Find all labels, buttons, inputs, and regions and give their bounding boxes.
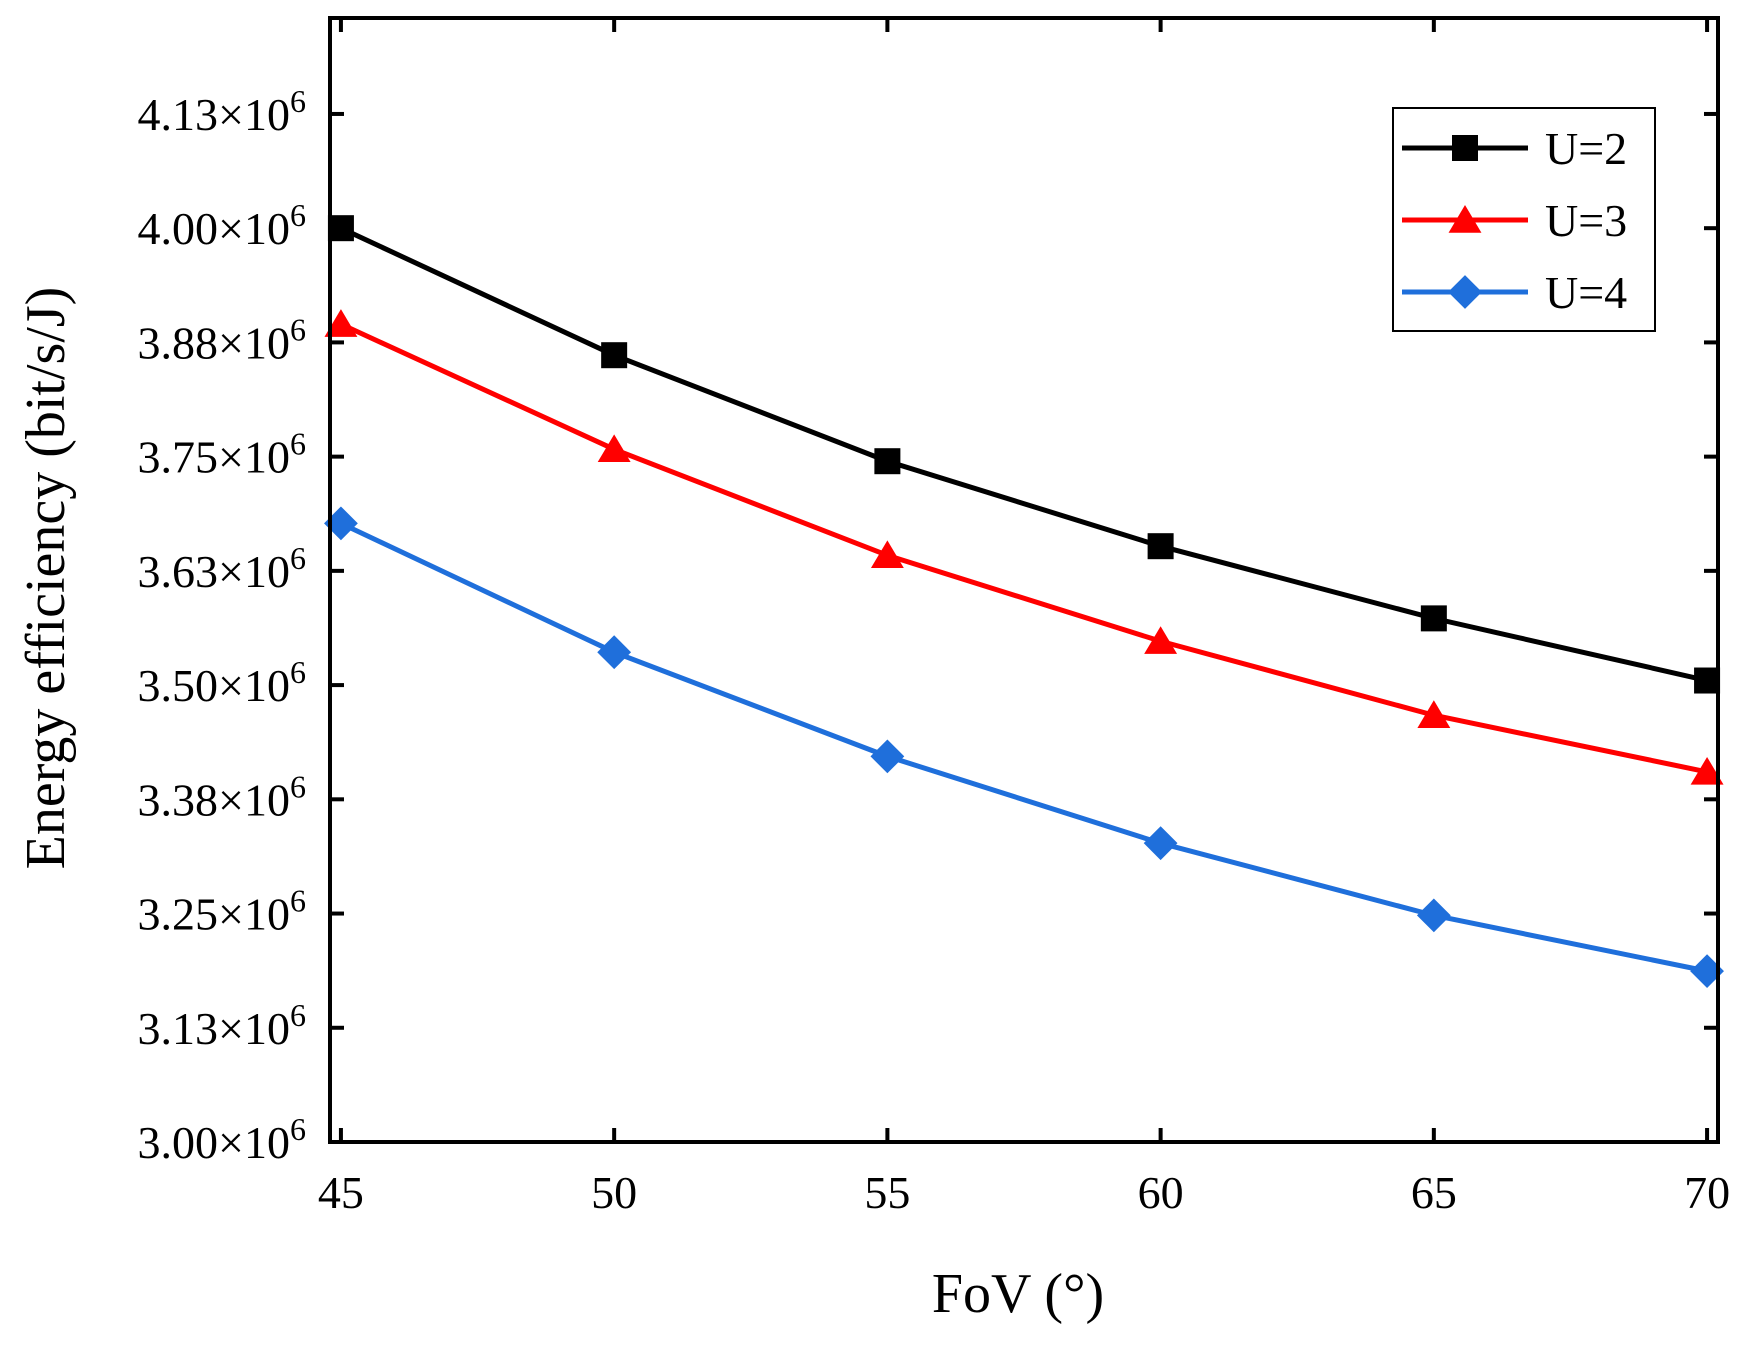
y-tick-label: 3.38×106 — [138, 768, 306, 825]
legend: U=2 U=3 U=4 — [1392, 107, 1656, 332]
x-axis-ticks: 45 50 55 60 65 70 — [318, 18, 1730, 1218]
data-point-diamond — [1448, 275, 1482, 309]
y-tick-label: 4.00×106 — [138, 197, 306, 254]
data-point-triangle — [1690, 756, 1724, 785]
y-tick-label: 3.63×106 — [138, 540, 306, 597]
data-point-square — [327, 215, 354, 242]
plot-frame — [328, 16, 1720, 1144]
data-point-square — [1420, 605, 1447, 632]
x-axis-title: FoV (°) — [932, 1263, 1104, 1325]
y-axis-ticks: 3.00×106 3.13×106 3.25×106 3.38×106 3.50×106… — [138, 83, 1718, 1168]
data-point-diamond — [870, 739, 905, 774]
series-u-3 — [324, 309, 1724, 785]
y-tick-label: 3.13×106 — [138, 997, 306, 1054]
series-layer — [324, 215, 1724, 989]
y-axis-title: Energy efficiency (bit/s/J) — [15, 287, 77, 870]
y-tick-label: 4.13×106 — [138, 83, 306, 140]
x-tick-label: 70 — [1684, 1167, 1730, 1218]
legend-label: U=4 — [1545, 267, 1627, 318]
y-tick-label: 3.88×106 — [138, 311, 306, 368]
data-point-diamond — [1416, 898, 1451, 933]
data-point-triangle — [870, 540, 904, 569]
data-point-triangle — [1417, 700, 1451, 728]
data-point-square — [1694, 667, 1721, 694]
legend-item: U=2 — [1402, 123, 1627, 174]
legend-label: U=2 — [1545, 123, 1627, 174]
series-line — [339, 521, 1708, 974]
data-point-triangle — [1448, 205, 1482, 233]
data-point-square — [1452, 135, 1478, 161]
data-point-square — [601, 342, 628, 369]
x-tick-label: 45 — [318, 1167, 364, 1218]
legend-label: U=3 — [1545, 195, 1627, 246]
y-tick-label: 3.75×106 — [138, 426, 306, 483]
data-point-diamond — [324, 506, 358, 541]
data-point-square — [1147, 533, 1174, 560]
data-point-triangle — [324, 309, 358, 337]
data-point-diamond — [1690, 954, 1724, 989]
series-u-4 — [324, 506, 1724, 989]
data-point-triangle — [597, 434, 631, 463]
series-line — [339, 225, 1708, 683]
series-line — [339, 321, 1708, 775]
data-point-diamond — [1143, 826, 1178, 861]
data-point-diamond — [597, 635, 632, 670]
series-u-2 — [327, 215, 1721, 694]
y-tick-label: 3.25×106 — [138, 883, 306, 940]
x-tick-label: 60 — [1138, 1167, 1184, 1218]
legend-item: U=4 — [1402, 267, 1627, 318]
data-point-square — [874, 448, 901, 475]
y-tick-label: 3.50×106 — [138, 654, 306, 711]
legend-item: U=3 — [1402, 195, 1627, 246]
x-tick-label: 55 — [864, 1167, 910, 1218]
y-tick-label: 3.00×106 — [138, 1111, 306, 1168]
x-tick-label: 65 — [1411, 1167, 1457, 1218]
data-point-triangle — [1144, 626, 1178, 654]
x-tick-label: 50 — [591, 1167, 637, 1218]
